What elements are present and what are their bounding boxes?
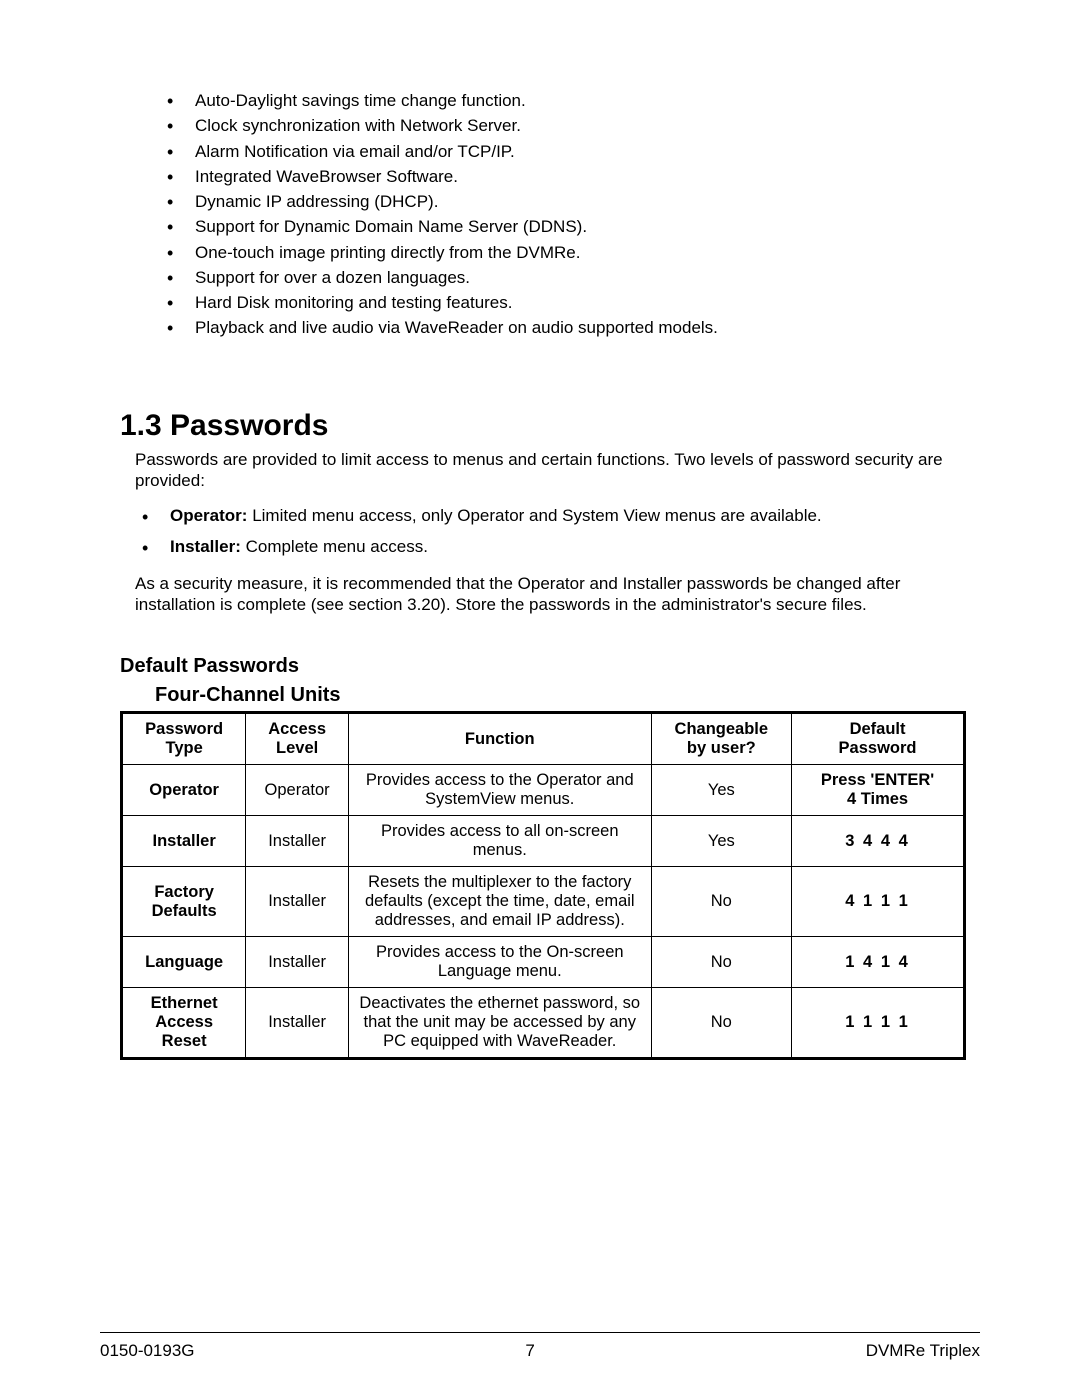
cell-default-password: 4 1 1 1 (792, 867, 965, 937)
default-passwords-heading: Default Passwords (120, 655, 980, 678)
col-function: Function (348, 713, 651, 765)
table-row: LanguageInstallerProvides access to the … (122, 937, 965, 988)
cell-function: Provides access to the On-screen Languag… (348, 937, 651, 988)
operator-text: Limited menu access, only Operator and S… (247, 506, 821, 525)
col-access-level: AccessLevel (246, 713, 349, 765)
cell-password-type: EthernetAccessReset (122, 988, 246, 1059)
security-levels-list: Operator: Limited menu access, only Oper… (170, 505, 980, 559)
footer-center: 7 (525, 1341, 534, 1361)
feature-item: Integrated WaveBrowser Software. (195, 166, 980, 187)
feature-item: Hard Disk monitoring and testing feature… (195, 292, 980, 313)
four-channel-heading: Four-Channel Units (155, 684, 980, 707)
table-row: InstallerInstallerProvides access to all… (122, 816, 965, 867)
col-default-password: DefaultPassword (792, 713, 965, 765)
cell-function: Provides access to all on-screen menus. (348, 816, 651, 867)
feature-item: Dynamic IP addressing (DHCP). (195, 191, 980, 212)
cell-default-password: 1 4 1 4 (792, 937, 965, 988)
cell-password-type: Operator (122, 765, 246, 816)
cell-function: Resets the multiplexer to the factory de… (348, 867, 651, 937)
table-row: EthernetAccessResetInstallerDeactivates … (122, 988, 965, 1059)
feature-list: Auto-Daylight savings time change functi… (195, 90, 980, 339)
cell-access-level: Installer (246, 937, 349, 988)
cell-password-type: Language (122, 937, 246, 988)
cell-function: Provides access to the Operator and Syst… (348, 765, 651, 816)
feature-item: Alarm Notification via email and/or TCP/… (195, 141, 980, 162)
cell-password-type: FactoryDefaults (122, 867, 246, 937)
cell-changeable: Yes (651, 816, 792, 867)
cell-default-password: Press 'ENTER'4 Times (792, 765, 965, 816)
feature-item: One-touch image printing directly from t… (195, 242, 980, 263)
cell-access-level: Operator (246, 765, 349, 816)
level-installer: Installer: Complete menu access. (170, 536, 980, 559)
footer-left: 0150-0193G (100, 1341, 195, 1361)
passwords-table: PasswordType AccessLevel Function Change… (120, 711, 966, 1060)
cell-changeable: No (651, 937, 792, 988)
cell-changeable: No (651, 867, 792, 937)
table-row: OperatorOperatorProvides access to the O… (122, 765, 965, 816)
footer-rule (100, 1332, 980, 1333)
feature-item: Clock synchronization with Network Serve… (195, 115, 980, 136)
cell-access-level: Installer (246, 988, 349, 1059)
col-changeable: Changeableby user? (651, 713, 792, 765)
cell-changeable: Yes (651, 765, 792, 816)
feature-item: Support for Dynamic Domain Name Server (… (195, 216, 980, 237)
footer-right: DVMRe Triplex (866, 1341, 980, 1361)
cell-access-level: Installer (246, 816, 349, 867)
cell-default-password: 3 4 4 4 (792, 816, 965, 867)
table-header-row: PasswordType AccessLevel Function Change… (122, 713, 965, 765)
table-row: FactoryDefaultsInstallerResets the multi… (122, 867, 965, 937)
page-footer: 0150-0193G 7 DVMRe Triplex (100, 1341, 980, 1361)
operator-label: Operator: (170, 506, 247, 525)
feature-item: Playback and live audio via WaveReader o… (195, 317, 980, 338)
cell-changeable: No (651, 988, 792, 1059)
feature-item: Support for over a dozen languages. (195, 267, 980, 288)
cell-password-type: Installer (122, 816, 246, 867)
feature-item: Auto-Daylight savings time change functi… (195, 90, 980, 111)
security-note: As a security measure, it is recommended… (135, 573, 965, 616)
cell-function: Deactivates the ethernet password, so th… (348, 988, 651, 1059)
section-heading: 1.3 Passwords (120, 409, 980, 443)
cell-default-password: 1 1 1 1 (792, 988, 965, 1059)
cell-access-level: Installer (246, 867, 349, 937)
installer-label: Installer: (170, 537, 241, 556)
col-password-type: PasswordType (122, 713, 246, 765)
level-operator: Operator: Limited menu access, only Oper… (170, 505, 980, 528)
section-intro: Passwords are provided to limit access t… (135, 449, 965, 492)
installer-text: Complete menu access. (241, 537, 428, 556)
